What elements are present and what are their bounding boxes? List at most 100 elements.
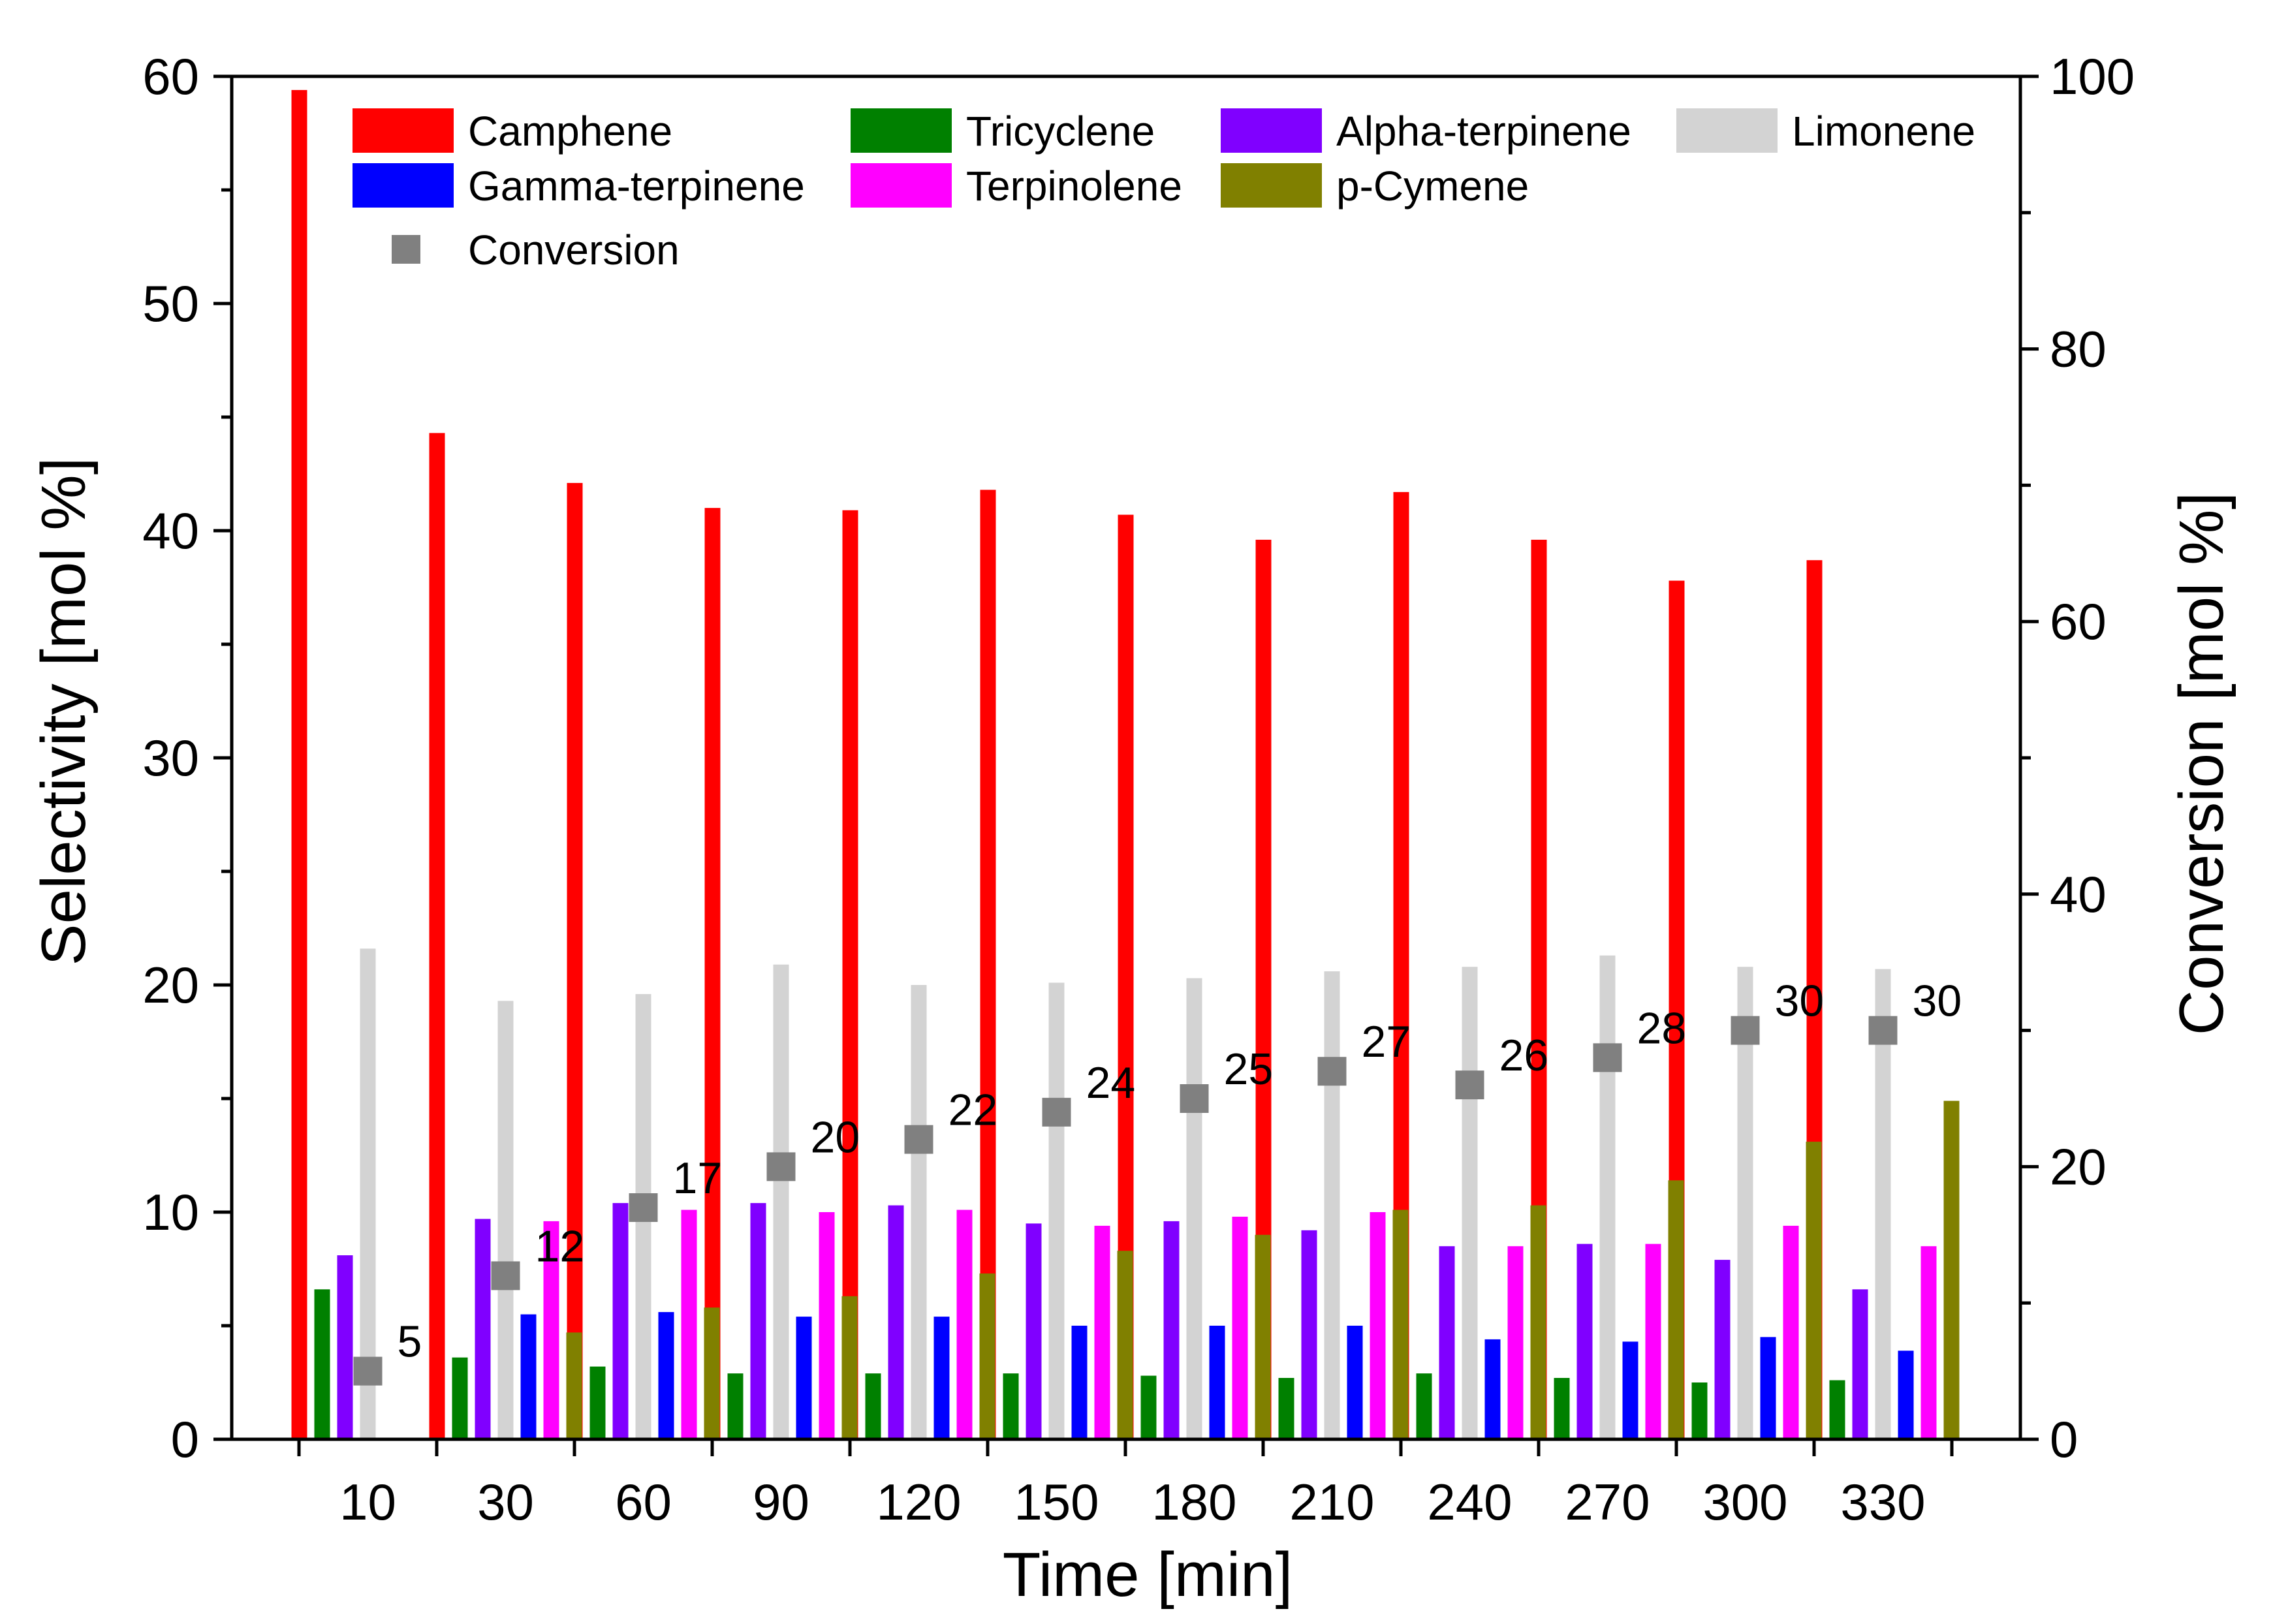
bar-tricyclene-180: [1140, 1375, 1157, 1439]
bar-p-cymene-270: [1668, 1180, 1684, 1439]
y2-tick-label: 20: [2050, 1138, 2107, 1195]
bar-limonene-240: [1462, 967, 1478, 1439]
bar-limonene-120: [911, 985, 927, 1439]
x-tick-label: 180: [1152, 1473, 1236, 1531]
x-axis-title: Time [min]: [1003, 1540, 1293, 1610]
bar-alpha-terpinene-330: [1852, 1289, 1868, 1439]
conversion-point-240: [1455, 1070, 1484, 1100]
bar-gamma-terpinene-90: [796, 1317, 812, 1439]
bar-tricyclene-330: [1829, 1380, 1845, 1439]
conversion-label: 17: [673, 1153, 723, 1203]
legend-swatch-camphene: [353, 108, 454, 153]
conversion-label: 25: [1224, 1044, 1274, 1094]
conversion-label: 22: [948, 1085, 998, 1135]
legend-swatch-p-cymene: [1221, 163, 1322, 208]
bar-terpinolene-60: [681, 1210, 697, 1439]
conversion-point-120: [904, 1125, 933, 1154]
bar-alpha-terpinene-60: [612, 1203, 629, 1439]
y2-tick-label: 60: [2050, 593, 2107, 650]
legend-label-limonene: Limonene: [1792, 108, 1975, 155]
bar-camphene-60: [567, 482, 583, 1439]
bar-p-cymene-180: [1255, 1234, 1271, 1439]
bar-tricyclene-120: [865, 1373, 881, 1439]
y-tick-label: 0: [171, 1411, 199, 1468]
conversion-point-330: [1868, 1016, 1898, 1045]
x-tick-label: 270: [1565, 1473, 1650, 1531]
bar-gamma-terpinene-240: [1484, 1339, 1501, 1439]
legend-label-gamma-terpinene: Gamma-terpinene: [468, 163, 805, 210]
bar-terpinolene-150: [1094, 1225, 1110, 1439]
bar-terpinolene-180: [1232, 1217, 1248, 1439]
bar-tricyclene-240: [1416, 1373, 1432, 1439]
conversion-label: 30: [1775, 976, 1825, 1026]
bar-limonene-150: [1048, 982, 1065, 1439]
legend-label-conversion: Conversion: [468, 226, 680, 273]
bar-gamma-terpinene-210: [1347, 1326, 1363, 1439]
conversion-label: 27: [1362, 1017, 1411, 1067]
bar-terpinolene-90: [819, 1212, 835, 1439]
bar-terpinolene-300: [1783, 1225, 1799, 1439]
bar-p-cymene-300: [1806, 1142, 1822, 1439]
bar-tricyclene-210: [1278, 1378, 1294, 1439]
bar-limonene-330: [1875, 969, 1891, 1439]
conversion-point-300: [1731, 1016, 1760, 1045]
y-tick-label: 10: [142, 1183, 199, 1241]
legend-label-p-cymene: p-Cymene: [1336, 163, 1529, 210]
legend-swatch-terpinolene: [851, 163, 952, 208]
bar-gamma-terpinene-330: [1898, 1351, 1914, 1439]
x-tick-label: 150: [1014, 1473, 1099, 1531]
bar-camphene-30: [429, 433, 445, 1439]
legend-label-alpha-terpinene: Alpha-terpinene: [1336, 108, 1631, 155]
bar-gamma-terpinene-120: [933, 1317, 950, 1439]
bar-limonene-300: [1737, 967, 1753, 1439]
x-tick-label: 30: [477, 1473, 534, 1531]
bar-tricyclene-10: [314, 1289, 330, 1439]
legend: Camphene Tricyclene Alpha-terpinene Limonen…: [353, 108, 1975, 273]
bar-alpha-terpinene-210: [1301, 1230, 1317, 1439]
legend-swatch-tricyclene: [851, 108, 952, 153]
bar-alpha-terpinene-180: [1163, 1221, 1180, 1439]
x-tick-label: 60: [615, 1473, 672, 1531]
bar-terpinolene-30: [543, 1221, 559, 1439]
conversion-point-210: [1317, 1057, 1347, 1086]
bar-gamma-terpinene-180: [1209, 1326, 1225, 1439]
legend-swatch-alpha-terpinene: [1221, 108, 1322, 153]
conversion-point-270: [1593, 1043, 1622, 1072]
legend-swatch-gamma-terpinene: [353, 163, 454, 208]
bar-limonene-210: [1324, 971, 1340, 1439]
bar-p-cymene-120: [979, 1273, 995, 1439]
y-axis-title: Selectivity [mol %]: [29, 458, 99, 966]
bar-gamma-terpinene-270: [1622, 1341, 1638, 1439]
bar-alpha-terpinene-240: [1439, 1246, 1455, 1439]
bar-alpha-terpinene-30: [475, 1219, 491, 1439]
y2-tick-label: 80: [2050, 320, 2107, 378]
conversion-point-150: [1042, 1097, 1071, 1127]
bar-p-cymene-30: [566, 1332, 582, 1439]
y-tick-label: 50: [142, 275, 199, 332]
x-tick-label: 10: [339, 1473, 396, 1531]
legend-label-terpinolene: Terpinolene: [966, 163, 1182, 210]
bar-p-cymene-90: [841, 1296, 858, 1439]
conversion-layer: 5 12 17 20 22 24 25 27 26 28 30 30: [353, 976, 1962, 1386]
y2-tick-label: 40: [2050, 866, 2107, 923]
y2-axis-title: Conversion [mol %]: [2167, 492, 2236, 1035]
bar-tricyclene-300: [1691, 1382, 1708, 1439]
bar-terpinolene-330: [1920, 1246, 1937, 1439]
conversion-label: 12: [535, 1221, 585, 1271]
conversion-point-60: [629, 1193, 658, 1223]
bar-alpha-terpinene-270: [1576, 1243, 1593, 1439]
x-tick-label: 210: [1289, 1473, 1374, 1531]
x-tick-label: 240: [1427, 1473, 1512, 1531]
bar-terpinolene-120: [956, 1210, 973, 1439]
bar-gamma-terpinene-60: [658, 1312, 674, 1439]
bar-limonene-180: [1186, 978, 1202, 1439]
bar-alpha-terpinene-90: [750, 1203, 766, 1439]
bar-camphene-120: [842, 510, 858, 1440]
legend-swatch-conversion: [392, 235, 420, 264]
conversion-label: 28: [1637, 1003, 1687, 1053]
conversion-label: 26: [1499, 1031, 1549, 1080]
bar-gamma-terpinene-300: [1760, 1337, 1776, 1439]
bar-tricyclene-90: [727, 1373, 744, 1439]
